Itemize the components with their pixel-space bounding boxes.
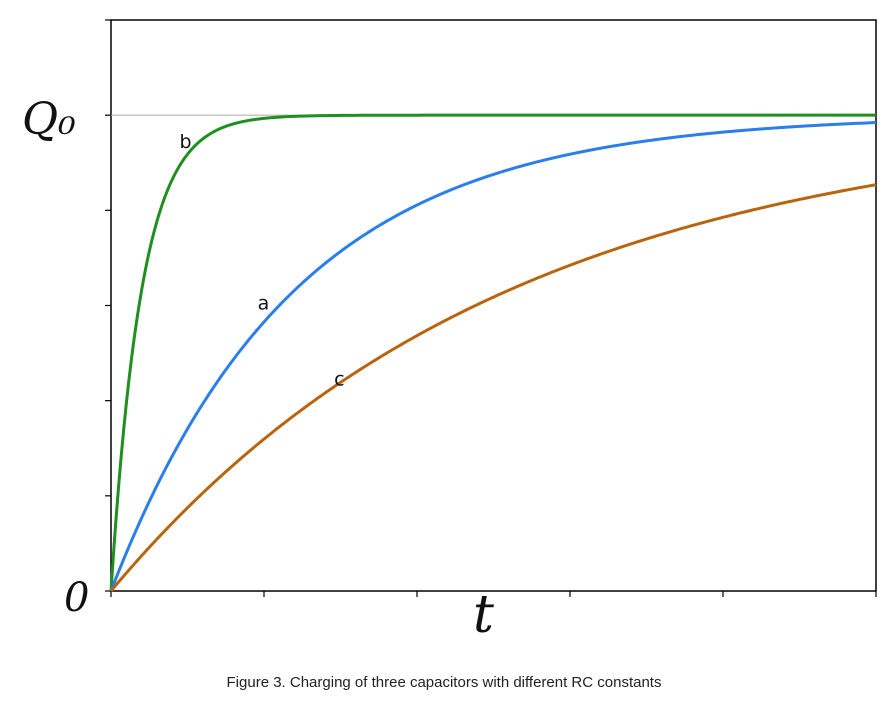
y-axis-ticks: [105, 19, 111, 592]
series-labels: b a c: [180, 131, 345, 390]
series-curves: [109, 113, 877, 592]
series-c-label: c: [334, 368, 344, 390]
series-b-label: b: [180, 131, 192, 153]
series-a-label: a: [258, 293, 270, 315]
y-tick-label-q0: Q₀: [22, 94, 76, 145]
chart: b a c Q₀ 0 t: [22, 19, 877, 645]
plot-frame: [110, 19, 877, 592]
series-c-line: [109, 183, 877, 592]
figure-caption: Figure 3. Charging of three capacitors w…: [226, 674, 662, 691]
series-a-line: [109, 121, 877, 592]
x-axis-ticks: [110, 591, 877, 597]
y-tick-label-zero: 0: [64, 575, 89, 621]
series-b-line: [109, 113, 876, 592]
x-axis-label: t: [473, 585, 494, 645]
